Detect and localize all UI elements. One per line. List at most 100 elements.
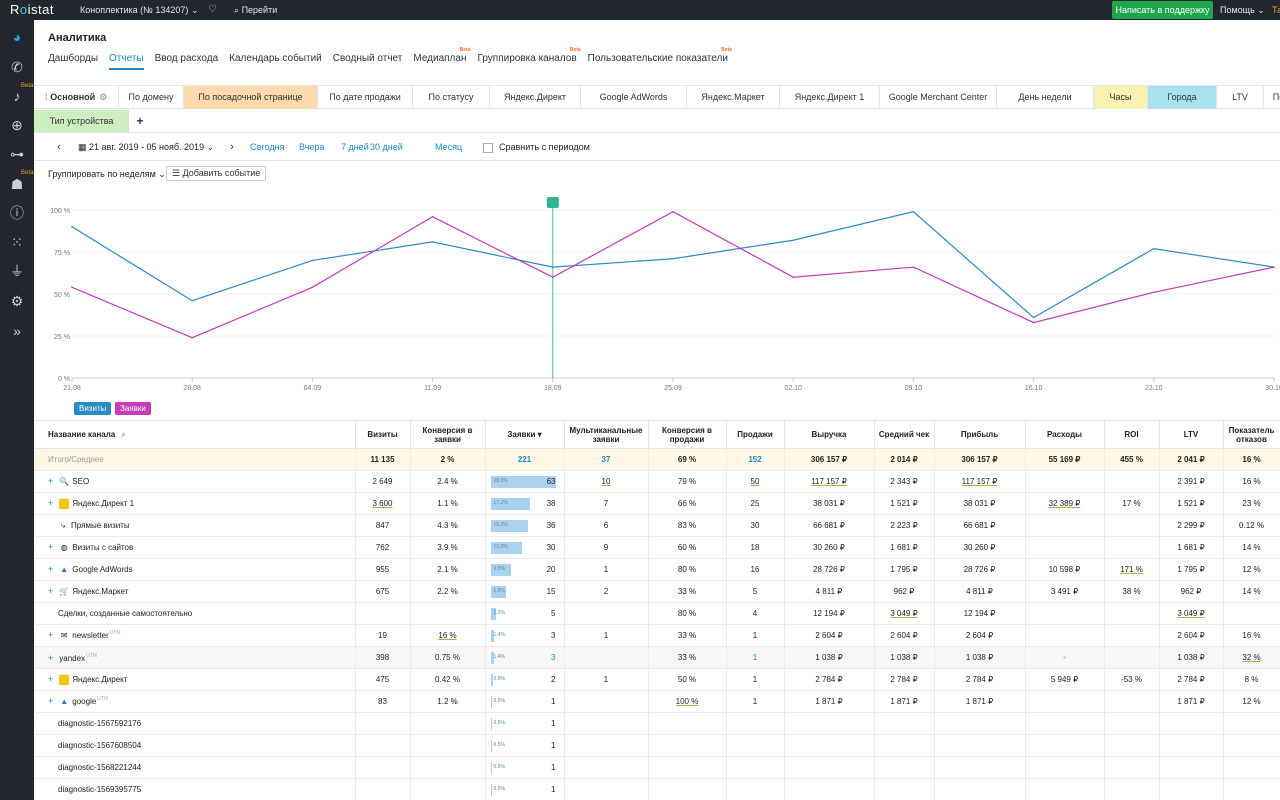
table-row[interactable]: + 🔍 SEO 2 649 2.4 % 28.5% 63 10 79 % 50 117 157 ₽ 2…: [34, 470, 1280, 493]
expand-row-icon[interactable]: +: [48, 586, 54, 597]
favorite-icon[interactable]: ♡: [208, 4, 217, 15]
report-tab[interactable]: Города: [1148, 86, 1217, 109]
channel-name-cell[interactable]: + ▲ googleUTM: [34, 690, 356, 713]
expand-row-icon[interactable]: +: [48, 674, 54, 685]
channel-name-cell[interactable]: + ▀ Яндекс.Директ 1: [34, 492, 356, 515]
legend-item[interactable]: Заявки: [115, 402, 151, 415]
report-tab[interactable]: По: [1264, 86, 1280, 109]
expand-row-icon[interactable]: +: [48, 542, 54, 553]
date-preset-link[interactable]: 7 дней: [341, 142, 369, 152]
column-header[interactable]: Заявки ▾: [485, 420, 565, 449]
data-point[interactable]: [71, 226, 73, 228]
column-header[interactable]: Конверсия в продажи: [648, 420, 727, 449]
channel-name-cell[interactable]: diagnostic-1567592176: [34, 712, 356, 735]
data-point[interactable]: [912, 266, 915, 268]
channel-name-cell[interactable]: + 🔍 SEO: [34, 470, 356, 493]
report-tab[interactable]: По дате продажи: [318, 86, 413, 109]
data-point[interactable]: [672, 210, 674, 213]
add-tab-button[interactable]: +: [136, 114, 144, 128]
channel-name-cell[interactable]: + ▲ Google AdWords: [34, 558, 356, 581]
data-point[interactable]: [792, 276, 794, 278]
table-row[interactable]: + 🛒 Яндекс.Маркет 675 2.2 % 6.8% 15 2 33 % 5 4 811…: [34, 580, 1280, 603]
expand-row-icon[interactable]: +: [48, 652, 54, 663]
nav-tab[interactable]: Пользовательские показатели Beta: [587, 47, 732, 64]
data-point[interactable]: [1153, 291, 1155, 294]
data-point[interactable]: [792, 239, 794, 242]
column-header[interactable]: Продажи: [726, 420, 785, 449]
channel-name-cell[interactable]: + ◍ Визиты с сайтов: [34, 536, 356, 559]
date-preset-link[interactable]: 30 дней: [370, 142, 403, 152]
table-row[interactable]: ⤷ Прямые визиты 847 4.3 % 16.3% 36 6 83 % 30 66 6…: [34, 514, 1280, 537]
table-row[interactable]: + yandexUTM 398 0.75 % 1.4% 3 33 % 1 1 038 ₽ 1 03…: [34, 646, 1280, 669]
data-point[interactable]: [311, 259, 314, 262]
report-tab[interactable]: Тип устройства: [34, 110, 129, 132]
data-point[interactable]: [71, 286, 73, 289]
chart-pie-icon[interactable]: ◕: [12, 29, 22, 45]
channel-name-cell[interactable]: diagnostic-1567608504: [34, 734, 356, 757]
plug-icon[interactable]: ⏚: [10, 263, 24, 279]
table-row[interactable]: Сделки, созданные самостоятельно 2.3% 5 80 …: [34, 602, 1280, 625]
table-row[interactable]: diagnostic-1568221244 0.5% 1: [34, 756, 1280, 779]
nav-tab[interactable]: Календарь событий: [229, 53, 322, 64]
data-point[interactable]: [1273, 266, 1275, 268]
channel-name-cell[interactable]: diagnostic-1568221244: [34, 756, 356, 779]
group-by-selector[interactable]: Группировать по неделям ⌄: [48, 169, 166, 179]
data-point[interactable]: [431, 215, 434, 218]
table-row[interactable]: diagnostic-1567608504 0.5% 1: [34, 734, 1280, 757]
channel-name-cell[interactable]: + yandexUTM: [34, 646, 356, 669]
date-preset-link[interactable]: Вчера: [299, 142, 325, 152]
channel-name-cell[interactable]: ⤷ Прямые визиты: [34, 514, 356, 537]
channel-name-cell[interactable]: + ✉ newsletterUTM: [34, 624, 356, 647]
robot-icon[interactable]: ☗: [10, 176, 24, 192]
channel-name-cell[interactable]: Сделки, созданные самостоятельно: [34, 602, 356, 625]
table-row[interactable]: diagnostic-1569395775 0.5% 1: [34, 778, 1280, 800]
gear-icon[interactable]: ⚙: [10, 293, 24, 309]
prev-period-button[interactable]: ‹: [57, 141, 61, 153]
data-point[interactable]: [191, 299, 193, 302]
goto-search[interactable]: ⌕ Перейти: [234, 5, 278, 15]
data-point[interactable]: [552, 266, 554, 268]
table-row[interactable]: + ▀ Яндекс.Директ 475 0.42 % 0.9% 2 1 50 % 1 2 784…: [34, 668, 1280, 691]
report-tab-main[interactable]: ⁞ Основной ⚙: [34, 86, 119, 109]
add-event-button[interactable]: ☰ Добавить событие: [166, 166, 267, 181]
expand-row-icon[interactable]: +: [48, 476, 54, 487]
date-preset-link[interactable]: Месяц: [435, 142, 463, 152]
expand-row-icon[interactable]: +: [48, 564, 54, 575]
column-header[interactable]: Прибыль: [934, 420, 1026, 449]
expand-row-icon[interactable]: +: [48, 498, 54, 509]
report-tab[interactable]: По домену: [119, 86, 184, 109]
column-header[interactable]: Визиты: [355, 420, 411, 449]
nav-tab[interactable]: Ввод расхода: [154, 53, 219, 64]
data-point[interactable]: [912, 210, 915, 213]
phone-icon[interactable]: ✆: [11, 59, 23, 75]
expand-row-icon[interactable]: +: [48, 696, 54, 707]
flow-icon[interactable]: ⊶: [10, 146, 24, 162]
report-tab[interactable]: День недели: [997, 86, 1094, 109]
mic-icon[interactable]: ♪: [13, 88, 21, 104]
nav-tab[interactable]: Дашборды: [48, 53, 98, 64]
data-point[interactable]: [191, 336, 193, 339]
report-tab[interactable]: LTV: [1217, 86, 1264, 109]
date-preset-link[interactable]: Сегодня: [250, 142, 285, 152]
report-tab[interactable]: Google AdWords: [581, 86, 687, 109]
roistat-logo[interactable]: Roistat: [10, 2, 54, 17]
column-header[interactable]: Конверсия в заявки: [410, 420, 486, 449]
expand-icon[interactable]: »: [13, 323, 21, 339]
expand-row-icon[interactable]: +: [48, 630, 54, 641]
column-header[interactable]: Выручка: [784, 420, 875, 449]
report-tab[interactable]: Яндекс.Маркет: [687, 86, 780, 109]
data-point[interactable]: [552, 276, 554, 278]
column-header[interactable]: ROI: [1104, 420, 1160, 449]
project-selector[interactable]: Коноплектика (№ 134207) ⌄: [80, 5, 199, 15]
channel-name-cell[interactable]: diagnostic-1569395775: [34, 778, 356, 800]
target-icon[interactable]: ⊕: [11, 117, 23, 133]
table-row[interactable]: + ▲ googleUTM 83 1.2 % 0.5% 1 100 % 1 1 871 ₽ 1 87…: [34, 690, 1280, 713]
column-header[interactable]: Мультиканальные заявки: [564, 420, 649, 449]
report-tab[interactable]: Яндекс.Директ 1: [780, 86, 880, 109]
report-tab[interactable]: Часы: [1094, 86, 1148, 109]
report-tab[interactable]: По статусу: [413, 86, 490, 109]
table-row[interactable]: + ▲ Google AdWords 955 2.1 % 9.0% 20 1 80 % 16 28 …: [34, 558, 1280, 581]
nav-tab[interactable]: Отчеты: [109, 53, 144, 70]
column-header[interactable]: Расходы: [1025, 420, 1105, 449]
data-point[interactable]: [431, 241, 434, 243]
